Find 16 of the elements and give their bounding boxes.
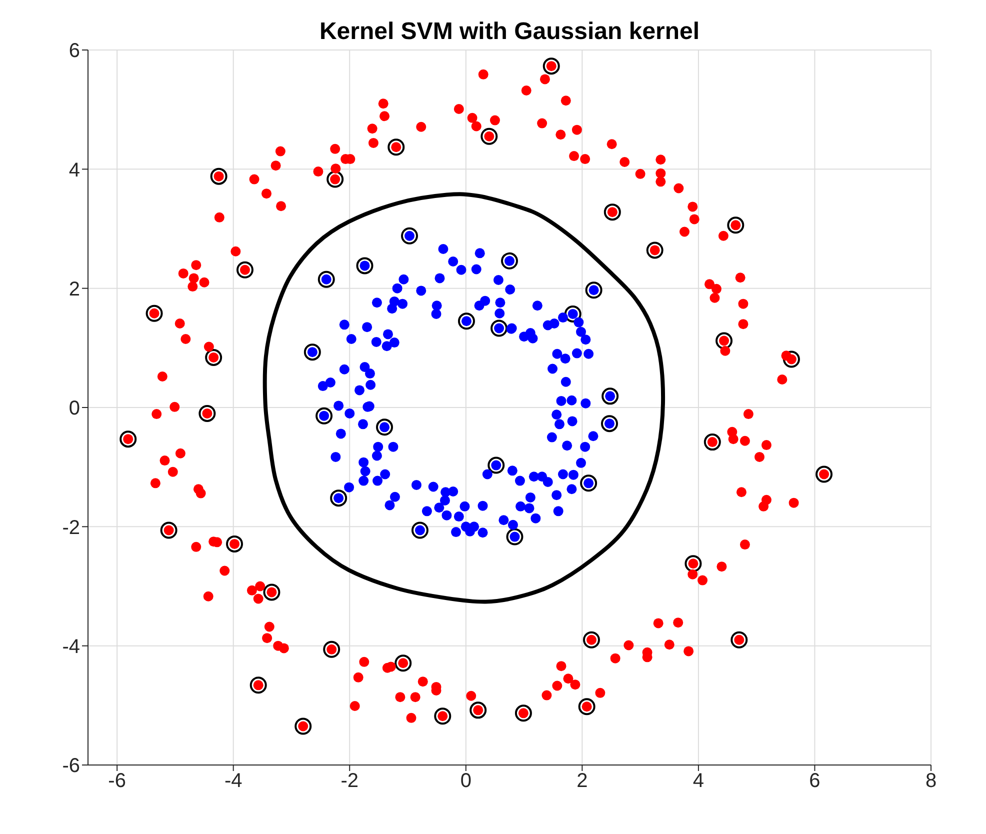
y-tick-label: 2: [68, 278, 80, 300]
y-tick-label: 0: [68, 398, 80, 420]
chart-title: Kernel SVM with Gaussian kernel: [318, 18, 701, 46]
y-tick-label: -2: [62, 516, 80, 539]
y-tick-label: 4: [68, 159, 80, 182]
x-tick-label: 4: [692, 770, 704, 792]
x-tick-label: 2: [576, 770, 588, 792]
x-tick-label: -6: [108, 770, 126, 792]
y-tick-label: 6: [68, 40, 80, 62]
x-tick-label: -2: [340, 770, 359, 792]
x-tick-label: 0: [460, 770, 472, 792]
y-tick-label: -4: [62, 636, 80, 658]
x-tick-label: -4: [224, 770, 242, 792]
x-tick-label: 8: [925, 770, 937, 792]
y-tick-label: -6: [62, 755, 80, 778]
x-tick-label: 6: [809, 770, 820, 792]
